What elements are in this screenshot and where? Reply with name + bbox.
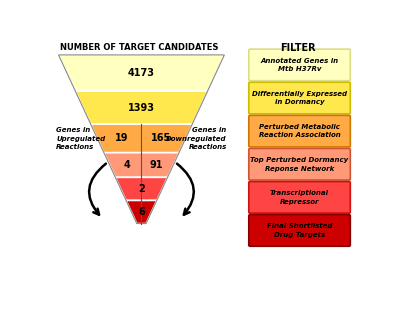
Text: FILTER: FILTER	[280, 43, 316, 53]
Text: Transcriptional
Repressor: Transcriptional Repressor	[270, 190, 329, 205]
Text: 4173: 4173	[128, 68, 155, 78]
FancyBboxPatch shape	[249, 148, 350, 180]
FancyBboxPatch shape	[249, 49, 350, 81]
Text: 4: 4	[124, 160, 130, 170]
Polygon shape	[115, 177, 168, 201]
Text: Genes in
Downregulated
Reactions: Genes in Downregulated Reactions	[166, 127, 227, 149]
Text: Annotated Genes in
Mtb H37Rv: Annotated Genes in Mtb H37Rv	[260, 58, 339, 72]
Text: Perturbed Metabolic
Reaction Association: Perturbed Metabolic Reaction Association	[259, 124, 340, 138]
Text: Genes in
Upregulated
Reactions: Genes in Upregulated Reactions	[56, 127, 105, 149]
FancyBboxPatch shape	[249, 215, 350, 246]
Text: 6: 6	[138, 207, 145, 217]
FancyBboxPatch shape	[249, 115, 350, 147]
Polygon shape	[126, 201, 157, 224]
FancyBboxPatch shape	[249, 82, 350, 114]
Text: Final Shortlisted
Drug Targets: Final Shortlisted Drug Targets	[267, 223, 332, 238]
Polygon shape	[91, 124, 192, 153]
Polygon shape	[75, 91, 208, 124]
Text: Top Perturbed Dormancy
Reponse Network: Top Perturbed Dormancy Reponse Network	[250, 157, 349, 172]
Text: 1393: 1393	[128, 103, 155, 113]
Polygon shape	[58, 55, 224, 91]
Polygon shape	[104, 153, 179, 177]
Text: 91: 91	[149, 160, 162, 170]
Text: 19: 19	[115, 133, 128, 144]
Text: NUMBER OF TARGET CANDIDATES: NUMBER OF TARGET CANDIDATES	[60, 43, 218, 52]
FancyBboxPatch shape	[249, 182, 350, 213]
Text: Differentially Expressed
in Dormancy: Differentially Expressed in Dormancy	[252, 91, 347, 105]
Text: 2: 2	[138, 184, 145, 194]
Text: 165: 165	[151, 133, 172, 144]
